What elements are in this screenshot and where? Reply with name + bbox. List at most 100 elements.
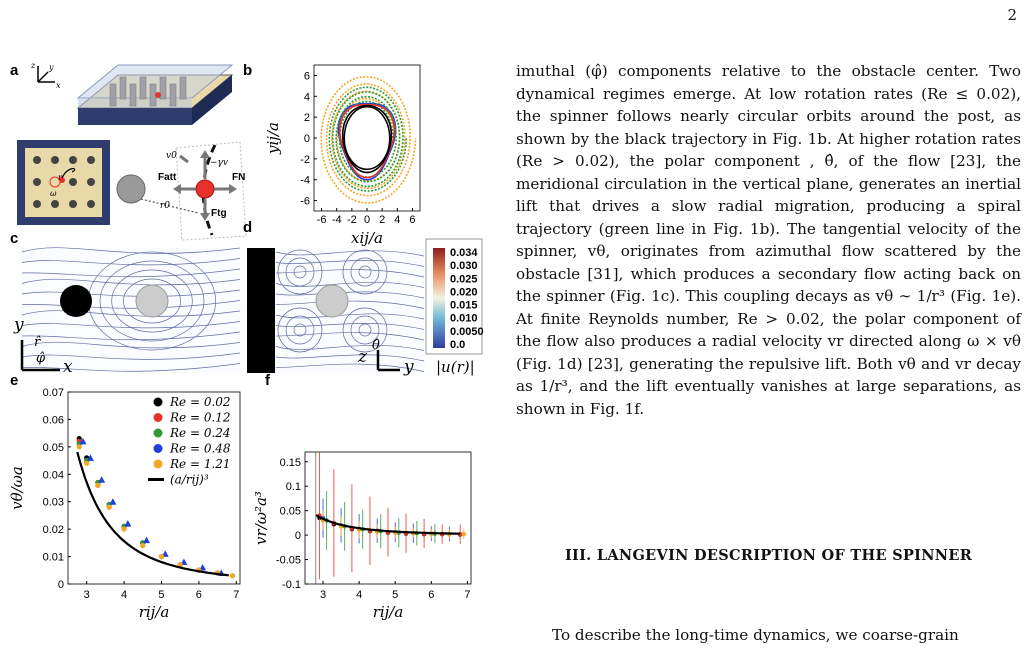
colorbar-tick-label: 0.030 bbox=[450, 260, 478, 272]
data-point bbox=[158, 553, 165, 560]
axis-x-label: x bbox=[56, 81, 61, 90]
data-point bbox=[143, 536, 151, 544]
legend-swatch bbox=[153, 428, 163, 438]
x-tick-label: 6 bbox=[196, 589, 202, 601]
streamline bbox=[21, 341, 241, 349]
y-tick-label: 0.07 bbox=[43, 387, 64, 399]
trajectory-line bbox=[338, 103, 396, 179]
plot-frame bbox=[67, 391, 241, 585]
legend-swatch bbox=[153, 397, 163, 407]
c-y-label: y bbox=[13, 315, 24, 335]
streamline bbox=[21, 352, 241, 360]
data-point bbox=[76, 444, 82, 450]
legend-swatch bbox=[153, 444, 163, 453]
x-tick-label: 5 bbox=[158, 589, 164, 601]
legend-entry: Re = 0.12 bbox=[169, 411, 231, 425]
panel-label-e: e bbox=[10, 372, 18, 389]
y-tick-label: -2 bbox=[300, 154, 310, 166]
data-point bbox=[86, 454, 94, 461]
d-z-label: z bbox=[357, 347, 368, 367]
paragraph-text: imuthal (φ̂) components relative to the … bbox=[516, 62, 1021, 418]
chamber-3d-illustration bbox=[76, 64, 234, 125]
panel-label-a: a bbox=[10, 62, 19, 79]
colorbar-label: |u(r)| bbox=[436, 358, 475, 376]
y-tick-label: 0.04 bbox=[43, 469, 64, 481]
colorbar-tick-label: 0.010 bbox=[450, 313, 478, 325]
v0-label: v0 bbox=[166, 151, 177, 161]
streamline bbox=[21, 247, 241, 254]
streamline bbox=[275, 363, 425, 372]
x-tick-label: 0 bbox=[364, 214, 370, 226]
x-tick-label: 4 bbox=[121, 589, 127, 601]
data-point bbox=[461, 531, 466, 537]
panel-label-b: b bbox=[243, 62, 252, 79]
data-point bbox=[124, 520, 132, 527]
panel-label-c: c bbox=[10, 230, 18, 247]
streamline bbox=[275, 323, 425, 330]
data-point bbox=[106, 504, 112, 510]
f-n-label: FN bbox=[232, 172, 245, 183]
y-tick-label: -6 bbox=[300, 196, 310, 208]
trajectory-line bbox=[341, 104, 393, 174]
data-point bbox=[84, 460, 90, 466]
fit-curve bbox=[315, 514, 461, 535]
y-tick-label: 0.15 bbox=[280, 457, 301, 469]
v-theta-plot: 3 4 5 6 7 0.07 0.06 0.05 0.04 0.03 0.02 0.01 0 Re = 0… bbox=[8, 387, 241, 621]
fit-curve bbox=[76, 451, 229, 577]
vortex-loop bbox=[277, 307, 323, 353]
drag-label: −γv bbox=[210, 158, 228, 168]
streamline bbox=[21, 278, 241, 286]
vortex-loop bbox=[285, 315, 315, 345]
flow-field-d: z y θ̂ bbox=[247, 248, 425, 377]
streamline bbox=[275, 282, 425, 288]
page-number: 2 bbox=[1007, 6, 1017, 24]
y-axis-label: vθ/ωa bbox=[8, 466, 26, 510]
obstacle-circle bbox=[343, 105, 391, 171]
legend-swatch bbox=[153, 459, 163, 469]
vortex-loop bbox=[285, 257, 315, 287]
colorbar-tick-label: 0.034 bbox=[450, 247, 478, 259]
legend-entry: Re = 0.02 bbox=[169, 395, 231, 409]
y-tick-label: 2 bbox=[304, 112, 310, 124]
data-point bbox=[140, 543, 146, 549]
colorbar-tick-label: 0.0050 bbox=[450, 326, 484, 338]
legend-swatch bbox=[153, 413, 163, 422]
y-tick-label: -0.1 bbox=[282, 579, 301, 591]
panel-label-d: d bbox=[243, 219, 252, 236]
c-x-label: x bbox=[63, 357, 73, 377]
data-point bbox=[98, 476, 106, 483]
x-axis-label: rij/a bbox=[139, 603, 170, 621]
streamline bbox=[21, 289, 241, 297]
r-label: r bbox=[58, 173, 63, 182]
d-thetahat-label: θ̂ bbox=[372, 338, 380, 353]
f-tg-label: Ftg bbox=[211, 208, 227, 219]
colorbar-tick-label: 0.020 bbox=[450, 286, 478, 298]
c-rhat-label: r̂ bbox=[34, 335, 42, 350]
data-point bbox=[95, 482, 101, 488]
streamline bbox=[275, 354, 425, 362]
streamline-loop bbox=[99, 260, 205, 342]
vortex-loop bbox=[293, 323, 307, 337]
data-point bbox=[79, 437, 87, 445]
colorbar-tick-label: 0.015 bbox=[450, 300, 478, 312]
vortex-loop bbox=[350, 257, 380, 287]
y-tick-label: 0.05 bbox=[280, 506, 301, 518]
r0-label: r0 bbox=[160, 201, 170, 211]
data-point bbox=[229, 573, 236, 579]
y-tick-label: 0.05 bbox=[43, 442, 64, 454]
y-tick-label: 0 bbox=[295, 530, 301, 542]
d-y-label: y bbox=[403, 357, 414, 377]
streamline bbox=[275, 269, 425, 278]
y-tick-label: 4 bbox=[304, 91, 310, 103]
top-view-illustration: r ω bbox=[17, 140, 110, 225]
x-tick-label: 3 bbox=[320, 589, 326, 601]
figure-1: a z y x r ω bbox=[8, 61, 484, 621]
paragraph-start: To describe the long-time dynamics, we c… bbox=[552, 626, 959, 644]
v-r-plot: 3 4 5 6 7 0.15 0.1 0.05 0 -0.05 -0.1 rij/a vr/ω²a³ bbox=[252, 451, 472, 621]
streamline bbox=[21, 363, 241, 372]
legend-entry: (a/rij)³ bbox=[170, 473, 209, 487]
x-tick-label: 7 bbox=[464, 589, 470, 601]
omega-label: ω bbox=[50, 189, 57, 198]
vortex-loop bbox=[358, 323, 372, 337]
body-paragraph: imuthal (φ̂) components relative to the … bbox=[516, 60, 1021, 420]
